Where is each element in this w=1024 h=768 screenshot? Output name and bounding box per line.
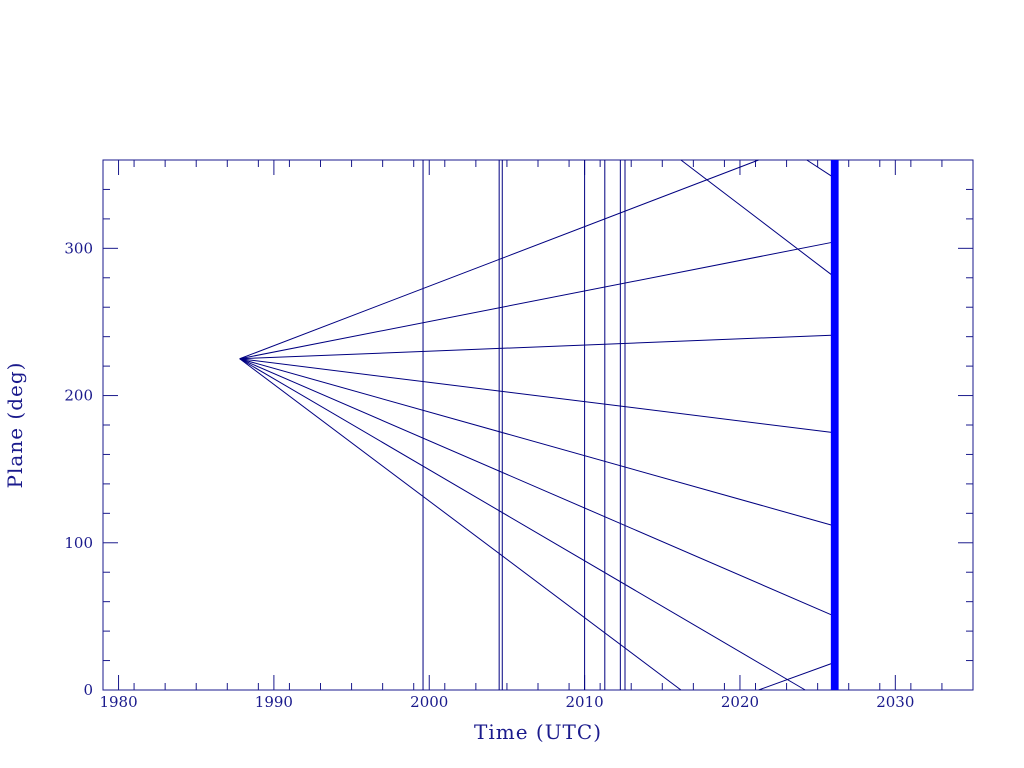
y-tick-label: 0 xyxy=(83,681,93,699)
y-axis-title: Plane (deg) xyxy=(3,362,27,489)
x-tick-label: 2010 xyxy=(566,693,604,711)
x-tick-label: 2030 xyxy=(876,693,914,711)
series-line xyxy=(239,159,759,360)
axis-ticks xyxy=(102,159,974,691)
series-line xyxy=(680,159,832,276)
series-line xyxy=(806,159,832,177)
series-line xyxy=(239,358,806,691)
series-line xyxy=(239,358,682,691)
series-line xyxy=(239,358,832,433)
plot-frame xyxy=(102,159,974,691)
band-rect xyxy=(830,160,839,690)
y-tick-label: 200 xyxy=(64,387,93,405)
x-tick-label: 1990 xyxy=(255,693,293,711)
series-line xyxy=(239,241,832,360)
x-tick-label: 2020 xyxy=(721,693,759,711)
plane-series xyxy=(239,159,832,691)
series-line xyxy=(239,334,832,360)
vertical-event-lines xyxy=(422,160,626,690)
x-axis-title: Time (UTC) xyxy=(474,720,602,744)
x-tick-label: 1980 xyxy=(99,693,137,711)
shaded-band xyxy=(830,160,839,690)
series-line xyxy=(239,358,832,616)
series-line xyxy=(758,663,832,691)
y-tick-label: 100 xyxy=(64,534,93,552)
axis-tick-labels: 1980 1990 2000 2010 2020 2030 0 100 200 300 xyxy=(64,239,914,711)
y-tick-label: 300 xyxy=(64,239,93,257)
series-line xyxy=(239,358,832,526)
x-tick-label: 2000 xyxy=(410,693,448,711)
